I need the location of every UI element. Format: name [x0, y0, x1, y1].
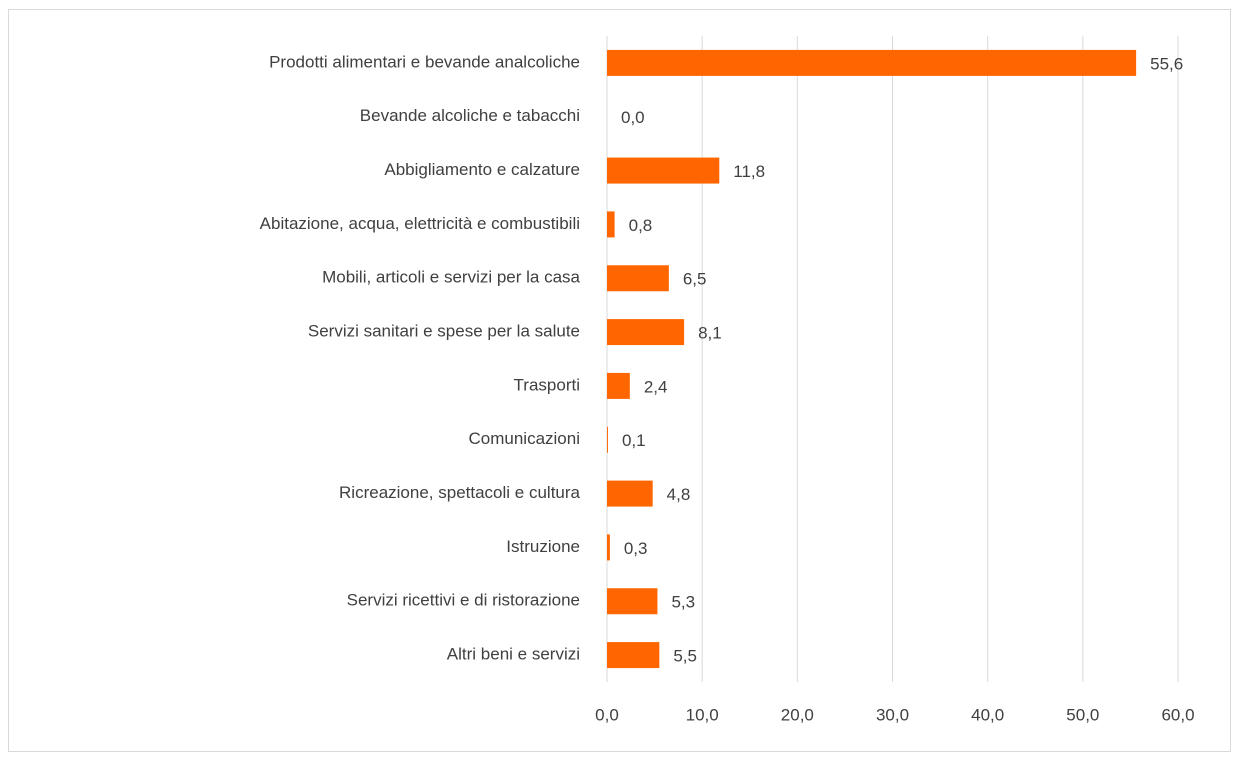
y-tick-label: Abbigliamento e calzature	[384, 160, 580, 179]
y-tick-label: Ricreazione, spettacoli e cultura	[339, 483, 581, 502]
data-label: 0,3	[624, 539, 648, 558]
data-label: 5,5	[673, 647, 697, 666]
bar	[607, 372, 630, 399]
y-tick-label: Altri beni e servizi	[447, 645, 580, 664]
bar	[607, 534, 610, 561]
bar	[607, 319, 685, 346]
data-label: 6,5	[683, 270, 707, 289]
data-label: 8,1	[698, 324, 722, 343]
x-tick-label: 40,0	[971, 705, 1004, 724]
y-tick-label: Comunicazioni	[469, 429, 581, 448]
x-tick-label: 0,0	[595, 705, 619, 724]
data-label: 5,3	[671, 593, 695, 612]
y-tick-label: Prodotti alimentari e bevande analcolich…	[269, 52, 580, 71]
data-label: 0,8	[629, 216, 653, 235]
x-tick-label: 20,0	[781, 705, 814, 724]
bar	[607, 49, 1137, 76]
x-tick-label: 60,0	[1161, 705, 1194, 724]
y-tick-label: Bevande alcoliche e tabacchi	[360, 106, 580, 125]
bar	[607, 588, 658, 615]
y-tick-label: Istruzione	[506, 537, 580, 556]
y-tick-label: Mobili, articoli e servizi per la casa	[322, 268, 580, 287]
y-tick-label: Abitazione, acqua, elettricità e combust…	[260, 214, 580, 233]
y-tick-label: Servizi ricettivi e di ristorazione	[347, 591, 580, 610]
bar	[607, 480, 653, 507]
x-tick-label: 50,0	[1066, 705, 1099, 724]
bar	[607, 642, 660, 669]
x-tick-label: 10,0	[686, 705, 719, 724]
bar	[607, 265, 669, 292]
bar	[607, 211, 615, 238]
y-tick-label: Servizi sanitari e spese per la salute	[308, 322, 580, 341]
data-label: 11,8	[733, 162, 765, 181]
data-label: 55,6	[1150, 54, 1183, 73]
bar	[607, 426, 608, 453]
data-label: 2,4	[644, 377, 668, 396]
data-label: 4,8	[667, 485, 691, 504]
y-tick-label: Trasporti	[514, 375, 580, 394]
x-tick-label: 30,0	[876, 705, 909, 724]
bar	[607, 157, 720, 184]
data-label: 0,1	[622, 431, 646, 450]
data-label: 0,0	[621, 108, 645, 127]
